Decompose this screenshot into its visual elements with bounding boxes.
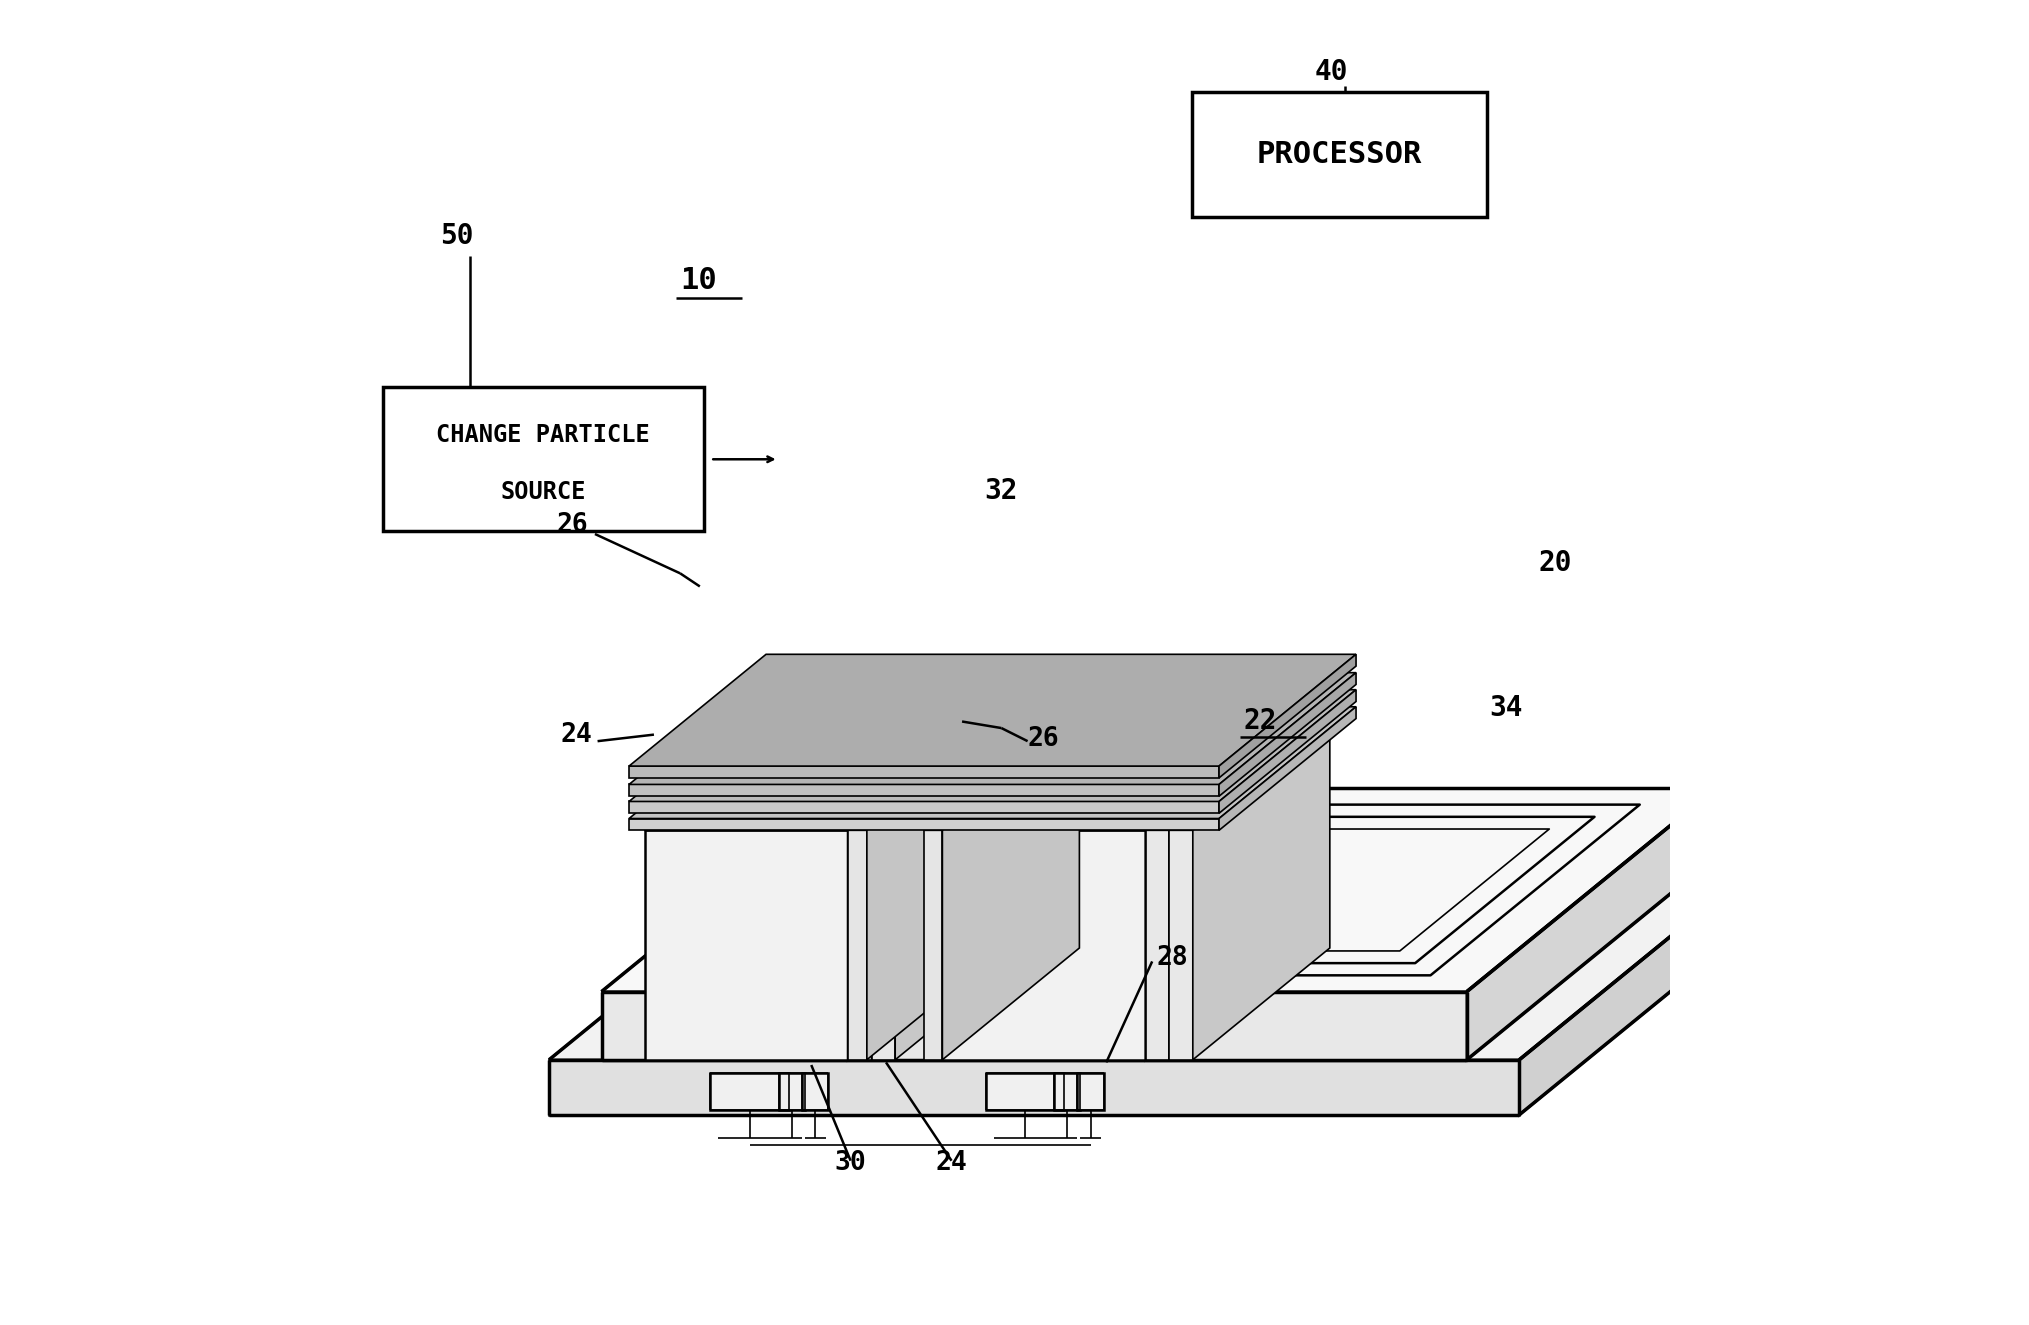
Polygon shape [629, 655, 1355, 766]
Polygon shape [1193, 718, 1329, 1060]
Polygon shape [1219, 673, 1355, 796]
Polygon shape [1146, 718, 1282, 1060]
Polygon shape [629, 802, 1219, 814]
Polygon shape [848, 831, 872, 1060]
Polygon shape [629, 784, 1219, 796]
Polygon shape [848, 831, 866, 1060]
Polygon shape [601, 788, 1717, 991]
Polygon shape [1169, 718, 1329, 831]
Polygon shape [848, 718, 984, 1060]
Polygon shape [629, 690, 1355, 802]
Polygon shape [872, 831, 895, 1060]
Polygon shape [872, 718, 1008, 1060]
Polygon shape [1169, 831, 1193, 1060]
Text: SOURCE: SOURCE [501, 481, 586, 505]
Polygon shape [1169, 718, 1307, 1060]
Polygon shape [895, 718, 1033, 1060]
Polygon shape [986, 1073, 1065, 1109]
Text: 50: 50 [440, 221, 475, 249]
Polygon shape [601, 991, 1467, 1060]
Polygon shape [848, 718, 1008, 831]
Text: 26: 26 [1027, 726, 1059, 751]
Text: 32: 32 [984, 477, 1019, 505]
Polygon shape [1146, 831, 1169, 1060]
Polygon shape [645, 831, 848, 1060]
Polygon shape [848, 718, 1004, 831]
Polygon shape [923, 831, 941, 1060]
Polygon shape [1520, 856, 1769, 1114]
Polygon shape [710, 1073, 789, 1109]
Polygon shape [629, 766, 1219, 778]
Polygon shape [1467, 788, 1717, 1060]
Text: 20: 20 [1538, 550, 1572, 578]
Polygon shape [923, 718, 1079, 831]
Polygon shape [645, 718, 984, 831]
Text: 26: 26 [556, 511, 588, 538]
Text: 40: 40 [1315, 57, 1349, 86]
Polygon shape [941, 831, 1146, 1060]
Polygon shape [1219, 690, 1355, 814]
Polygon shape [629, 706, 1355, 819]
Polygon shape [1219, 655, 1355, 778]
Polygon shape [779, 1073, 806, 1109]
Polygon shape [941, 718, 1079, 1060]
Polygon shape [1077, 1073, 1104, 1109]
Polygon shape [1053, 1073, 1079, 1109]
Polygon shape [1219, 706, 1355, 831]
Text: 24: 24 [560, 722, 592, 747]
Polygon shape [629, 819, 1219, 831]
Polygon shape [801, 1073, 828, 1109]
Polygon shape [550, 856, 1769, 1060]
Polygon shape [872, 718, 1033, 831]
Text: 10: 10 [680, 266, 716, 295]
Text: 22: 22 [1244, 706, 1278, 734]
Text: 34: 34 [1489, 693, 1522, 722]
Bar [1191, 93, 1487, 217]
Polygon shape [1146, 718, 1307, 831]
Text: 28: 28 [1157, 945, 1187, 971]
Text: 24: 24 [935, 1150, 968, 1177]
Polygon shape [941, 718, 1282, 831]
Polygon shape [629, 673, 1355, 784]
Text: CHANGE PARTICLE: CHANGE PARTICLE [436, 423, 649, 447]
Polygon shape [550, 1060, 1520, 1114]
Polygon shape [866, 718, 1004, 1060]
Text: 30: 30 [834, 1150, 866, 1177]
Bar [383, 387, 704, 531]
Text: PROCESSOR: PROCESSOR [1256, 140, 1422, 170]
